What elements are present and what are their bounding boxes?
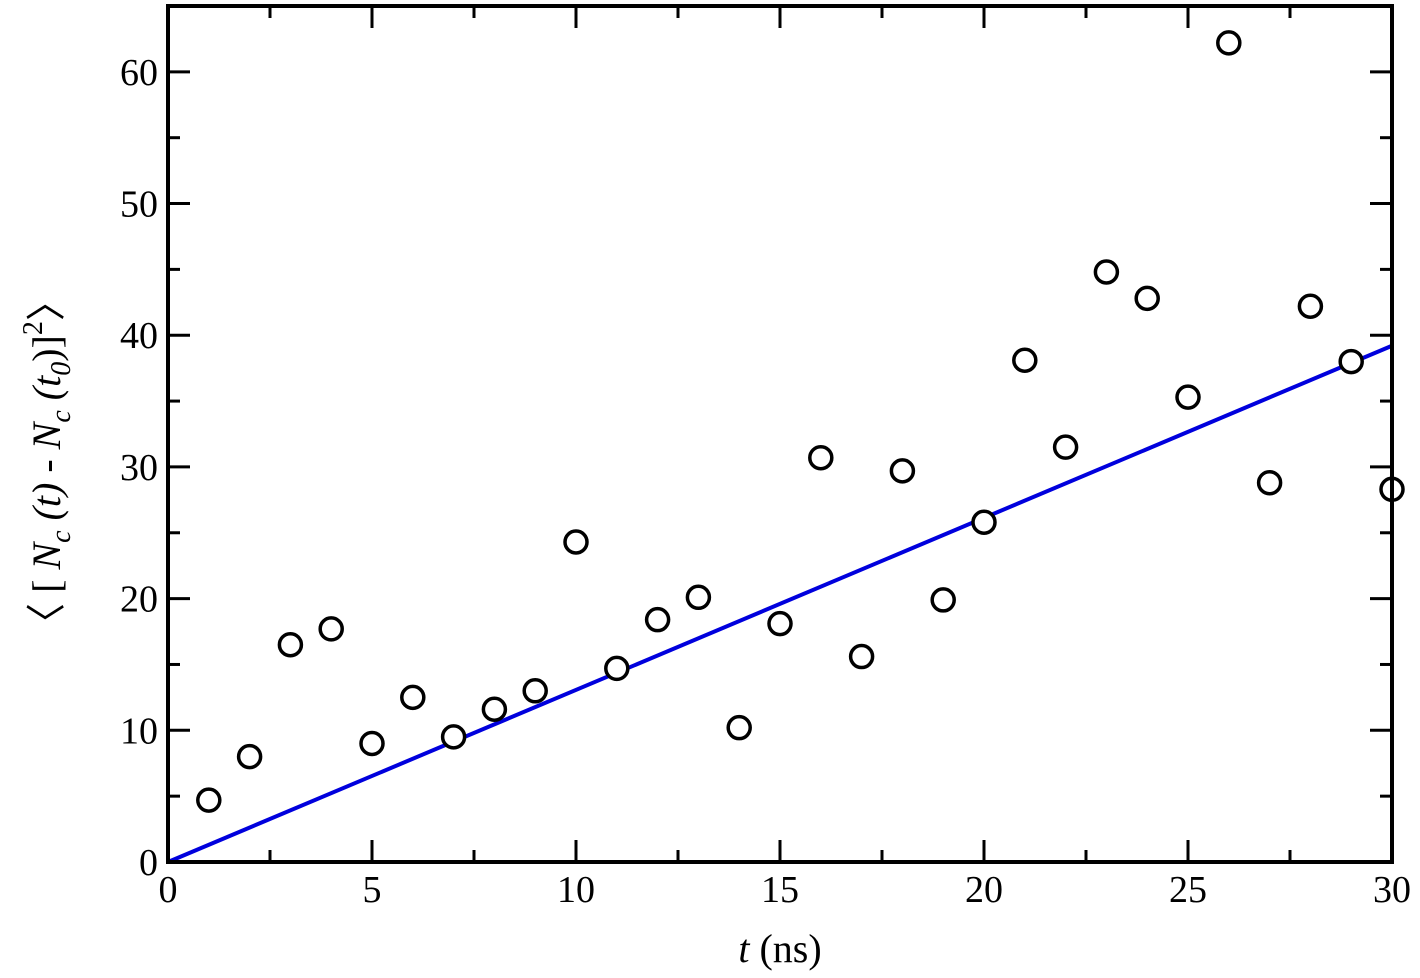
data-point — [522, 678, 548, 704]
data-point — [1297, 293, 1324, 320]
x-tick-label: 30 — [1373, 869, 1411, 911]
data-point — [277, 631, 304, 658]
data-point — [644, 606, 671, 633]
y-axis-t0-open: (t — [24, 375, 69, 410]
y-tick-label: 20 — [120, 579, 158, 621]
y-axis-open-bracket: 〈 [ — [24, 580, 69, 643]
x-axis-title: t (ns) — [738, 926, 821, 971]
x-axis-unit: (ns) — [749, 926, 821, 971]
x-tick-label: 15 — [761, 869, 799, 911]
data-points-layer — [196, 30, 1405, 813]
data-point — [1256, 469, 1283, 496]
axis-ticks — [166, 6, 1394, 864]
data-point — [1134, 285, 1160, 312]
data-point — [196, 787, 222, 813]
y-tick-label: 50 — [120, 184, 158, 226]
data-point — [318, 616, 344, 642]
y-axis-n2: N — [24, 420, 69, 450]
x-tick-label: 25 — [1169, 869, 1207, 911]
plot-frame — [166, 4, 1394, 864]
y-axis-c1: c — [46, 530, 77, 543]
data-point — [889, 458, 916, 484]
y-axis-t-part: (t) - — [24, 459, 69, 530]
data-point — [726, 714, 752, 741]
y-tick-label: 0 — [139, 842, 158, 884]
y-axis-title: 〈 [ Nc (t) - Nc (t0)]2〉 — [18, 281, 77, 643]
y-tick-label: 60 — [120, 52, 158, 94]
fit-line — [167, 343, 1393, 864]
data-point — [808, 444, 834, 471]
data-point — [563, 529, 589, 555]
fit-line-layer — [167, 343, 1393, 864]
x-axis-var: t — [738, 926, 750, 971]
y-tick-labels: 0 10 20 30 40 50 60 — [120, 52, 158, 884]
data-point — [1338, 348, 1364, 375]
y-axis-c2: c — [46, 410, 77, 423]
y-tick-label: 10 — [120, 710, 158, 752]
data-point — [604, 655, 630, 682]
data-point — [971, 509, 997, 535]
y-axis-t0-close: )] — [24, 335, 69, 362]
x-tick-label: 5 — [363, 869, 382, 911]
svg-text:〈 [ Nc (t) - Nc (t0)]2〉: 〈 [ Nc (t) - Nc (t0)]2〉 — [18, 281, 77, 643]
data-point — [481, 696, 508, 722]
x-tick-label: 20 — [965, 869, 1003, 911]
data-point — [236, 743, 263, 770]
data-point — [1216, 30, 1242, 56]
data-point — [685, 584, 712, 611]
x-tick-label: 10 — [557, 869, 595, 911]
data-point — [1012, 347, 1038, 374]
x-tick-labels: 0 5 10 15 20 25 30 — [159, 869, 1412, 911]
data-point — [767, 610, 793, 637]
data-point — [930, 587, 956, 613]
y-axis-n1: N — [24, 541, 69, 571]
data-point — [440, 724, 467, 750]
x-tick-label: 0 — [159, 869, 178, 911]
y-axis-close-bracket: 〉 — [24, 281, 69, 321]
data-point — [848, 643, 875, 670]
data-point — [1175, 384, 1201, 410]
data-point — [1052, 434, 1079, 460]
data-point — [400, 684, 426, 711]
y-tick-label: 40 — [120, 315, 158, 357]
y-axis-t0-sub: 0 — [46, 362, 77, 376]
y-axis-square: 2 — [18, 321, 49, 335]
data-point — [359, 730, 385, 757]
y-tick-label: 30 — [120, 447, 158, 489]
data-point — [1093, 259, 1120, 285]
